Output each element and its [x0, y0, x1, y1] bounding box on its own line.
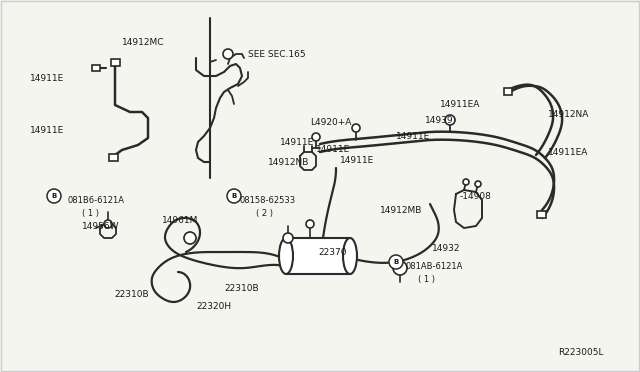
Text: -14908: -14908 [460, 192, 492, 201]
Text: 14912NB: 14912NB [268, 158, 309, 167]
Circle shape [445, 115, 455, 125]
Text: ( 1 ): ( 1 ) [82, 209, 99, 218]
Circle shape [389, 255, 403, 269]
Circle shape [184, 232, 196, 244]
Circle shape [393, 261, 407, 275]
Text: 22310B: 22310B [224, 284, 259, 293]
Text: 14912MC: 14912MC [122, 38, 164, 47]
Circle shape [227, 189, 241, 203]
Text: 14912NA: 14912NA [548, 110, 589, 119]
Ellipse shape [343, 238, 357, 274]
Text: B: B [232, 193, 237, 199]
Circle shape [475, 181, 481, 187]
Bar [109, 154, 118, 160]
Bar [111, 58, 120, 65]
Text: 081AB-6121A: 081AB-6121A [406, 262, 463, 271]
Text: 14911E: 14911E [30, 126, 64, 135]
Ellipse shape [279, 238, 293, 274]
Text: 14911E: 14911E [316, 145, 350, 154]
Circle shape [104, 220, 112, 228]
Circle shape [47, 189, 61, 203]
Bar [504, 87, 512, 94]
Text: 22320H: 22320H [196, 302, 231, 311]
Bar [286, 238, 350, 274]
Text: 14961M: 14961M [162, 216, 198, 225]
Circle shape [352, 124, 360, 132]
Text: 14911E: 14911E [340, 156, 374, 165]
Circle shape [223, 49, 233, 59]
Text: 14939: 14939 [425, 116, 454, 125]
Circle shape [312, 133, 320, 141]
Text: 14932: 14932 [432, 244, 461, 253]
Bar [536, 211, 545, 218]
Text: L4920+A: L4920+A [310, 118, 351, 127]
Text: 14911E: 14911E [396, 132, 430, 141]
Text: 22370: 22370 [318, 248, 346, 257]
Text: 14911EA: 14911EA [440, 100, 481, 109]
Text: 08158-62533: 08158-62533 [240, 196, 296, 205]
Text: B: B [394, 259, 399, 265]
Text: 081B6-6121A: 081B6-6121A [68, 196, 125, 205]
Text: ( 1 ): ( 1 ) [418, 275, 435, 284]
Text: 14911E: 14911E [30, 74, 64, 83]
Bar [92, 65, 100, 71]
Circle shape [463, 179, 469, 185]
Circle shape [306, 220, 314, 228]
Text: 22310B: 22310B [114, 290, 148, 299]
Text: 14911E: 14911E [280, 138, 314, 147]
Text: 14912MB: 14912MB [380, 206, 422, 215]
Text: ( 2 ): ( 2 ) [256, 209, 273, 218]
Text: R223005L: R223005L [558, 348, 604, 357]
Text: B: B [51, 193, 56, 199]
Circle shape [283, 233, 293, 243]
Text: 14956W: 14956W [82, 222, 120, 231]
Text: 14911EA: 14911EA [548, 148, 588, 157]
Text: SEE SEC.165: SEE SEC.165 [248, 50, 306, 59]
